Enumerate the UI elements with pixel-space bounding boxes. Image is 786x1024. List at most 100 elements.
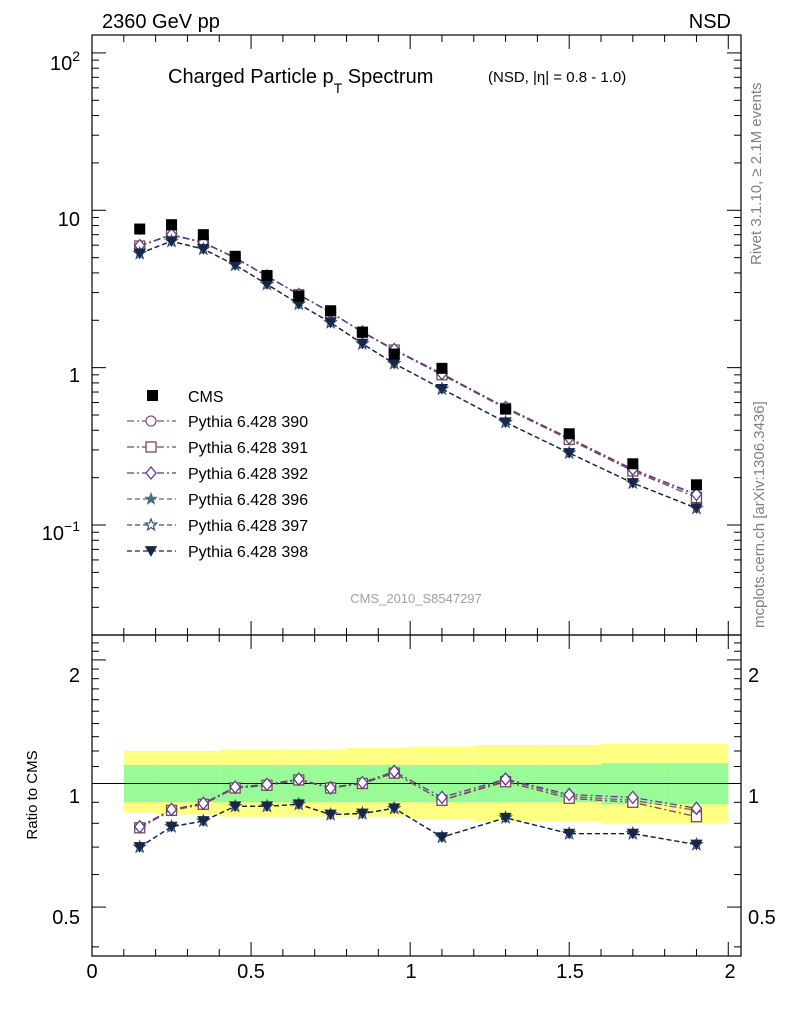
- ratio-point-5-8: [388, 803, 401, 815]
- ratio-ytick-0.5-right: 0.5: [748, 907, 776, 929]
- ratio-point-2-0: [133, 819, 146, 834]
- data-point-0: [134, 223, 146, 235]
- legend-marker-0: [145, 415, 157, 427]
- legend-marker-5: [144, 546, 158, 557]
- xtick-label-1: 1: [405, 961, 416, 983]
- ratio-ylabel: Ratio to CMS: [24, 750, 41, 839]
- ratio-point-2-13: [690, 801, 703, 816]
- ytick-label-1e-1: 10−1: [42, 518, 80, 545]
- ratio-point-2-3: [229, 780, 242, 795]
- mc-point-5-11: [563, 448, 576, 459]
- axis-ticks: [91, 35, 741, 956]
- mc-line-1: [139, 234, 697, 499]
- data-point-7: [356, 326, 368, 338]
- legend-marker-2: [145, 465, 157, 481]
- ratio-point-2-6: [324, 780, 337, 796]
- legend-marker-4: [143, 517, 159, 532]
- ratio-ytick-2-right: 2: [748, 665, 759, 687]
- ratio-point-2-11: [563, 787, 576, 802]
- legend-label-2: Pythia 6.428 392: [188, 466, 308, 483]
- mc-line-5: [139, 240, 697, 509]
- side-text-bottom: mcplots.cern.ch [arXiv:1306.3436]: [751, 401, 768, 628]
- xtick-label-1.5: 1.5: [556, 961, 584, 983]
- ratio-point-5-2: [197, 816, 210, 827]
- legend-label-1: Pythia 6.428 391: [188, 440, 308, 457]
- ratio-point-2-12: [626, 790, 639, 805]
- header-left: 2360 GeV pp: [102, 11, 220, 33]
- ratio-point-5-1: [165, 821, 178, 833]
- title-subscript: T: [334, 80, 343, 96]
- legend-label-3: Pythia 6.428 396: [188, 492, 308, 509]
- ratio-line-5: [139, 803, 697, 848]
- ratio-point-2-4: [261, 777, 273, 792]
- ratio-point-2-10: [499, 772, 512, 787]
- ratio-point-2-7: [356, 775, 369, 790]
- data-point-6: [325, 305, 337, 317]
- legend-marker-cms: [147, 390, 158, 401]
- ratio-point-5-11: [563, 828, 576, 840]
- header-right: NSD: [689, 11, 731, 33]
- legend-marker-1: [145, 441, 157, 453]
- ratio-ytick-0.5-left: 0.5: [52, 907, 80, 929]
- analysis-id: CMS_2010_S8547297: [350, 591, 482, 606]
- data-point-11: [563, 428, 575, 440]
- legend-label-0: Pythia 6.428 390: [188, 414, 308, 431]
- legend-label-4: Pythia 6.428 397: [188, 518, 308, 535]
- ratio-point-2-1: [165, 802, 178, 817]
- mc-point-5-7: [356, 338, 369, 350]
- ratio-ytick-1-left: 1: [69, 786, 80, 808]
- data-point-3: [229, 250, 241, 262]
- mc-point-5-0: [133, 248, 146, 260]
- title-part-b: Spectrum: [342, 66, 433, 88]
- ytick-label-1: 1: [69, 365, 80, 387]
- ratio-point-2-9: [436, 790, 448, 805]
- data-point-13: [690, 479, 702, 491]
- xtick-label-2: 2: [724, 961, 735, 983]
- side-text-top: Rivet 3.1.10, ≥ 2.1M events: [748, 83, 765, 266]
- ratio-point-5-7: [356, 808, 369, 820]
- data-point-5: [293, 290, 305, 302]
- mc-point-5-13: [690, 503, 703, 515]
- chart-title-extra: (NSD, |η| = 0.8 - 1.0): [488, 69, 626, 86]
- ratio-ytick-1-right: 1: [748, 786, 759, 808]
- ytick-label-1e2: 102: [50, 48, 80, 75]
- legend-label-cms: CMS: [188, 389, 224, 406]
- mc-point-5-2: [197, 244, 210, 255]
- ratio-ytick-2-left: 2: [69, 665, 80, 687]
- legend: CMS Pythia 6.428 390 Pythia 6.428 391 Pyth…: [127, 389, 308, 561]
- ratio-point-5-13: [690, 839, 703, 851]
- xtick-label-0: 0: [86, 961, 97, 983]
- ratio-point-5-4: [260, 801, 274, 813]
- chart-title: Charged Particle pT Spectrum: [168, 66, 433, 96]
- mc-point-5-1: [165, 236, 178, 248]
- ratio-point-5-9: [435, 832, 449, 843]
- ratio-point-5-3: [228, 801, 242, 813]
- ratio-frame: [91, 634, 742, 957]
- title-part-a: Charged Particle p: [168, 66, 334, 88]
- legend-label-5: Pythia 6.428 398: [188, 544, 308, 561]
- ratio-point-5-5: [292, 799, 305, 811]
- data-point-10: [500, 403, 512, 415]
- ytick-label-10: 10: [58, 209, 80, 231]
- data-point-1: [166, 219, 178, 231]
- xtick-label-0.5: 0.5: [237, 961, 265, 983]
- data-point-9: [436, 362, 448, 374]
- ratio-point-5-0: [133, 842, 146, 853]
- mc-point-5-10: [499, 417, 512, 429]
- ratio-point-5-10: [499, 812, 512, 824]
- ratio-point-2-8: [388, 764, 401, 779]
- mc-line-2: [139, 233, 697, 496]
- upper-content: [132, 219, 704, 515]
- legend-marker-3: [144, 491, 158, 505]
- mc-point-5-9: [435, 384, 449, 395]
- ratio-point-5-12: [626, 828, 640, 840]
- data-point-12: [627, 458, 639, 470]
- mc-point-5-6: [324, 317, 337, 329]
- data-point-4: [261, 270, 273, 282]
- mc-point-2-13: [690, 487, 703, 502]
- ratio-point-5-6: [324, 809, 337, 821]
- data-point-2: [197, 229, 209, 241]
- ratio-content: [92, 764, 741, 854]
- ratio-point-2-5: [292, 772, 305, 787]
